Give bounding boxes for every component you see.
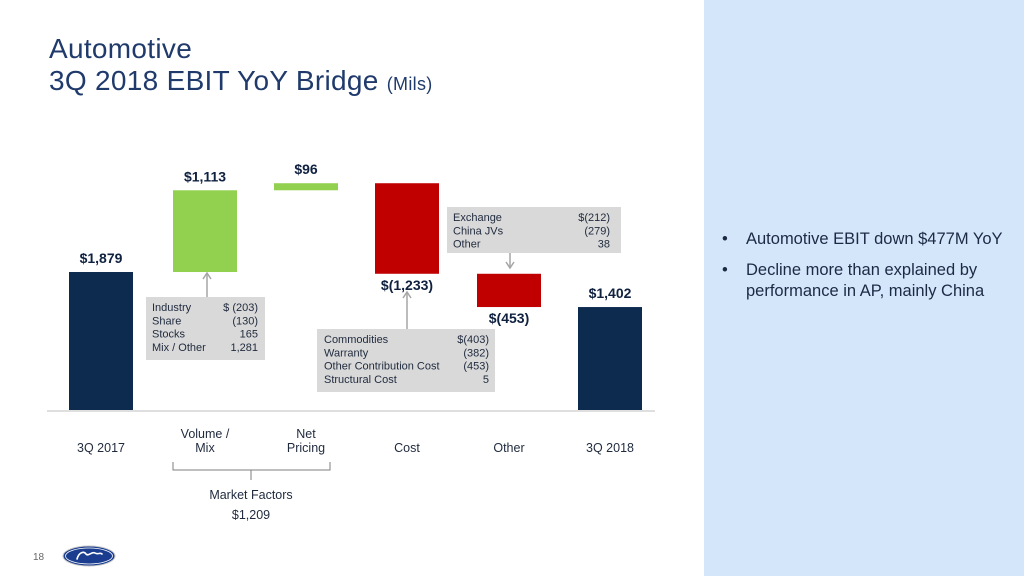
category-label: Other xyxy=(493,441,524,455)
annotation-item-label: Other Contribution Cost xyxy=(324,361,440,373)
bar-value-label: $(1,233) xyxy=(381,277,433,293)
annotation-item-label: China JVs xyxy=(453,225,504,237)
annotation-item-value: 5 xyxy=(483,374,489,386)
annotation-item-value: $ (203) xyxy=(223,302,258,314)
bar-value-label: $1,879 xyxy=(80,250,123,266)
annotation-item-value: (279) xyxy=(584,225,610,237)
category-label-line1: Net xyxy=(296,427,316,441)
bullet-text-2: Decline more than explained by performan… xyxy=(746,261,985,300)
page-title: Automotive 3Q 2018 EBIT YoY Bridge (Mils… xyxy=(49,33,433,100)
side-panel xyxy=(704,0,1024,576)
bullet-text-1: Automotive EBIT down $477M YoY xyxy=(746,230,1003,248)
bar-other xyxy=(477,273,541,308)
annotation-item-label: Other xyxy=(453,239,481,251)
title-unit: (Mils) xyxy=(386,74,433,94)
annotation-item-value: 165 xyxy=(240,329,258,341)
bullet-item-2: • Decline more than explained by perform… xyxy=(718,260,1003,302)
annotation-item-value: $(212) xyxy=(578,212,610,224)
annotation-item-label: Structural Cost xyxy=(324,374,397,386)
ford-logo xyxy=(62,545,116,567)
waterfall-chart: Industry $ (203) Share (130) Stocks 165 Mix / … xyxy=(47,161,655,522)
annotation-item-value: 38 xyxy=(598,239,610,251)
annotation-item-label: Exchange xyxy=(453,212,502,224)
bullet-item-1: • Automotive EBIT down $477M YoY xyxy=(718,229,1003,250)
category-label: 3Q 2018 xyxy=(586,441,634,455)
category-label: Mix xyxy=(195,441,215,455)
annotation-item-value: (130) xyxy=(232,315,258,327)
bullet-dot: • xyxy=(722,230,728,248)
bar-net-pricing xyxy=(274,183,338,191)
annotation-item-label: Share xyxy=(152,315,181,327)
annotation-arrow-head xyxy=(402,290,412,299)
bar-value-label: $1,113 xyxy=(184,168,226,184)
bar-3q-2018 xyxy=(578,307,642,410)
market-factors-value: $1,209 xyxy=(232,508,270,522)
annotation-arrow-head xyxy=(505,261,515,270)
annotation-item-label: Stocks xyxy=(152,329,186,341)
annotation-box xyxy=(146,297,265,360)
annotation-item-label: Commodities xyxy=(324,334,389,346)
annotation-box xyxy=(447,207,621,253)
category-label: Pricing xyxy=(287,441,325,455)
bar-3q-2017 xyxy=(69,272,133,410)
annotation-item-label: Industry xyxy=(152,302,192,314)
bullet-list: • Automotive EBIT down $477M YoY • Decli… xyxy=(718,229,1003,312)
bar-value-label: $(453) xyxy=(489,310,529,326)
annotation-item-label: Warranty xyxy=(324,347,369,359)
annotation-item-label: Mix / Other xyxy=(152,342,206,354)
bar-cost xyxy=(375,183,439,274)
annotation-item-value: 1,281 xyxy=(230,342,258,354)
market-factors-label: Market Factors xyxy=(209,488,292,502)
title-line1: Automotive xyxy=(49,33,193,64)
annotation-item-value: (382) xyxy=(463,347,489,359)
page-number: 18 xyxy=(33,552,45,563)
annotation-box xyxy=(317,329,495,392)
annotation-item-value: (453) xyxy=(463,361,489,373)
market-factors-bracket xyxy=(172,462,331,471)
bar-value-label: $96 xyxy=(294,161,318,177)
bar-value-label: $1,402 xyxy=(589,285,632,301)
category-label: Cost xyxy=(394,441,420,455)
annotation-item-value: $(403) xyxy=(457,334,489,346)
bar-volume-mix xyxy=(173,190,237,273)
category-label: 3Q 2017 xyxy=(77,441,125,455)
annotation-arrow-head xyxy=(202,271,212,280)
category-label-line1: Volume / xyxy=(181,427,230,441)
title-line2: 3Q 2018 EBIT YoY Bridge xyxy=(49,65,379,96)
bullet-dot: • xyxy=(722,261,728,279)
